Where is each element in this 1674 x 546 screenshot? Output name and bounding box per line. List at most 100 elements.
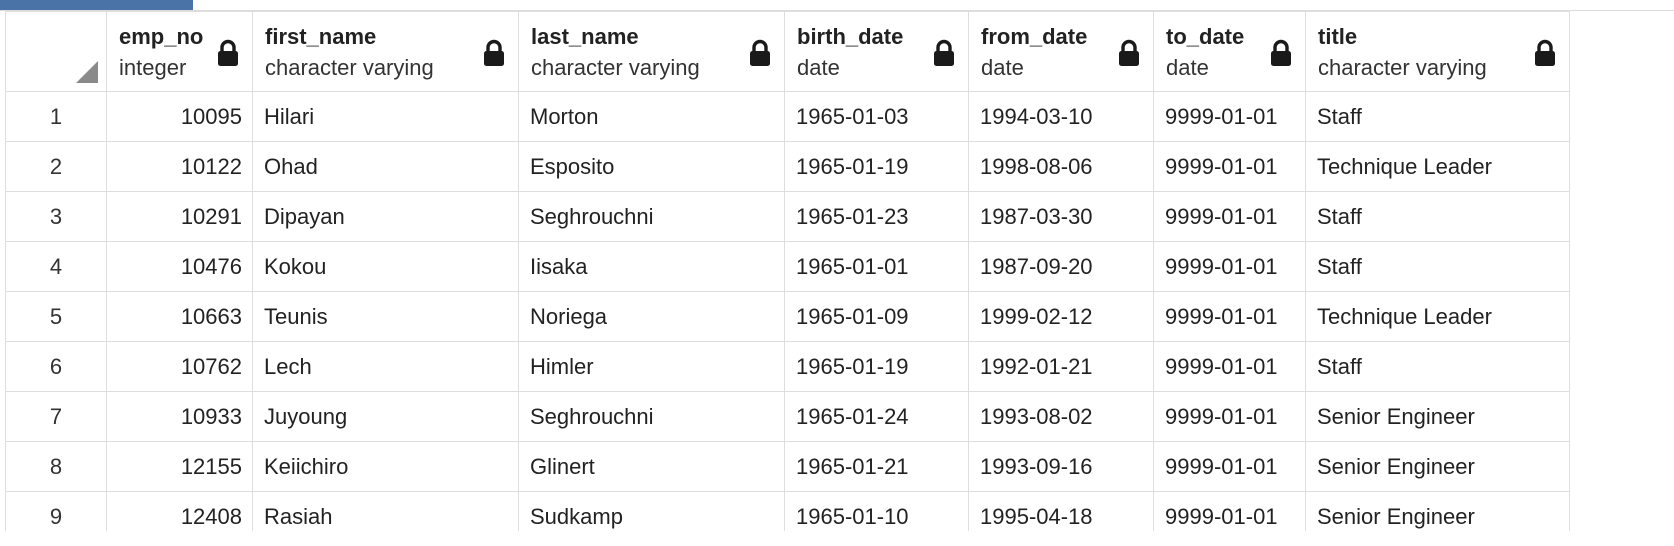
cell-from-date[interactable]: 1999-02-12 [968, 291, 1154, 342]
cell-emp-no[interactable]: 10095 [106, 91, 253, 142]
table-row[interactable]: 1 10095 Hilari Morton 1965-01-03 1994-03-10 99… [5, 91, 1570, 142]
tab-bar-divider [0, 10, 1674, 11]
cell-to-date[interactable]: 9999-01-01 [1153, 141, 1306, 192]
cell-to-date[interactable]: 9999-01-01 [1153, 191, 1306, 242]
cell-birth-date[interactable]: 1965-01-24 [784, 391, 969, 442]
cell-from-date[interactable]: 1993-08-02 [968, 391, 1154, 442]
cell-emp-no[interactable]: 10291 [106, 191, 253, 242]
row-number[interactable]: 8 [5, 441, 107, 492]
cell-first-name[interactable]: Ohad [252, 141, 519, 192]
cell-to-date[interactable]: 9999-01-01 [1153, 491, 1306, 531]
table-row[interactable]: 9 12408 Rasiah Sudkamp 1965-01-10 1995-04-18 9… [5, 491, 1570, 531]
cell-birth-date[interactable]: 1965-01-03 [784, 91, 969, 142]
cell-first-name[interactable]: Juyoung [252, 391, 519, 442]
cell-from-date[interactable]: 1987-03-30 [968, 191, 1154, 242]
cell-emp-no[interactable]: 12155 [106, 441, 253, 492]
select-all-corner-icon [76, 61, 98, 83]
cell-birth-date[interactable]: 1965-01-01 [784, 241, 969, 292]
column-header-to-date[interactable]: to_date date [1153, 11, 1306, 92]
cell-to-date[interactable]: 9999-01-01 [1153, 241, 1306, 292]
table-row[interactable]: 5 10663 Teunis Noriega 1965-01-09 1999-02-12 9… [5, 291, 1570, 342]
cell-title[interactable]: Senior Engineer [1305, 441, 1570, 492]
lock-icon [750, 39, 770, 66]
row-number[interactable]: 6 [5, 341, 107, 392]
table-row[interactable]: 4 10476 Kokou Iisaka 1965-01-01 1987-09-20 999… [5, 241, 1570, 292]
cell-title[interactable]: Technique Leader [1305, 291, 1570, 342]
column-name: title [1318, 24, 1358, 49]
cell-title[interactable]: Technique Leader [1305, 141, 1570, 192]
cell-emp-no[interactable]: 10122 [106, 141, 253, 192]
column-header-birth-date[interactable]: birth_date date [784, 11, 969, 92]
row-number[interactable]: 7 [5, 391, 107, 442]
cell-first-name[interactable]: Dipayan [252, 191, 519, 242]
cell-birth-date[interactable]: 1965-01-23 [784, 191, 969, 242]
cell-title[interactable]: Senior Engineer [1305, 491, 1570, 531]
cell-from-date[interactable]: 1998-08-06 [968, 141, 1154, 192]
cell-last-name[interactable]: Morton [518, 91, 785, 142]
cell-birth-date[interactable]: 1965-01-19 [784, 141, 969, 192]
table-row[interactable]: 2 10122 Ohad Esposito 1965-01-19 1998-08-06 99… [5, 141, 1570, 192]
cell-first-name[interactable]: Hilari [252, 91, 519, 142]
cell-last-name[interactable]: Noriega [518, 291, 785, 342]
row-number[interactable]: 5 [5, 291, 107, 342]
cell-first-name[interactable]: Keiichiro [252, 441, 519, 492]
grid-bottom-margin [0, 531, 1674, 546]
cell-first-name[interactable]: Rasiah [252, 491, 519, 531]
cell-emp-no[interactable]: 10476 [106, 241, 253, 292]
cell-title[interactable]: Senior Engineer [1305, 391, 1570, 442]
cell-to-date[interactable]: 9999-01-01 [1153, 91, 1306, 142]
row-number[interactable]: 4 [5, 241, 107, 292]
cell-title[interactable]: Staff [1305, 191, 1570, 242]
column-header-last-name[interactable]: last_name character varying [518, 11, 785, 92]
cell-to-date[interactable]: 9999-01-01 [1153, 291, 1306, 342]
row-number[interactable]: 9 [5, 491, 107, 531]
cell-to-date[interactable]: 9999-01-01 [1153, 391, 1306, 442]
cell-to-date[interactable]: 9999-01-01 [1153, 441, 1306, 492]
table-row[interactable]: 7 10933 Juyoung Seghrouchni 1965-01-24 1993-0… [5, 391, 1570, 442]
cell-to-date[interactable]: 9999-01-01 [1153, 341, 1306, 392]
cell-from-date[interactable]: 1995-04-18 [968, 491, 1154, 531]
active-tab-indicator [0, 0, 193, 10]
cell-emp-no[interactable]: 10762 [106, 341, 253, 392]
cell-emp-no[interactable]: 10663 [106, 291, 253, 342]
result-table: emp_no integer first_name character varying… [5, 11, 1570, 531]
cell-birth-date[interactable]: 1965-01-10 [784, 491, 969, 531]
cell-from-date[interactable]: 1994-03-10 [968, 91, 1154, 142]
cell-from-date[interactable]: 1993-09-16 [968, 441, 1154, 492]
cell-first-name[interactable]: Lech [252, 341, 519, 392]
cell-from-date[interactable]: 1987-09-20 [968, 241, 1154, 292]
cell-birth-date[interactable]: 1965-01-21 [784, 441, 969, 492]
row-number[interactable]: 1 [5, 91, 107, 142]
cell-last-name[interactable]: Seghrouchni [518, 391, 785, 442]
cell-birth-date[interactable]: 1965-01-19 [784, 341, 969, 392]
cell-last-name[interactable]: Sudkamp [518, 491, 785, 531]
cell-emp-no[interactable]: 12408 [106, 491, 253, 531]
table-row[interactable]: 3 10291 Dipayan Seghrouchni 1965-01-23 1987-0… [5, 191, 1570, 242]
cell-last-name[interactable]: Seghrouchni [518, 191, 785, 242]
cell-last-name[interactable]: Esposito [518, 141, 785, 192]
column-type: character varying [265, 55, 434, 80]
cell-first-name[interactable]: Kokou [252, 241, 519, 292]
cell-title[interactable]: Staff [1305, 91, 1570, 142]
cell-last-name[interactable]: Iisaka [518, 241, 785, 292]
column-header-from-date[interactable]: from_date date [968, 11, 1154, 92]
row-number[interactable]: 3 [5, 191, 107, 242]
column-header-emp-no[interactable]: emp_no integer [106, 11, 253, 92]
lock-icon [934, 39, 954, 66]
cell-last-name[interactable]: Himler [518, 341, 785, 392]
lock-icon [1535, 39, 1555, 66]
cell-title[interactable]: Staff [1305, 241, 1570, 292]
table-row[interactable]: 8 12155 Keiichiro Glinert 1965-01-21 1993-09-… [5, 441, 1570, 492]
cell-birth-date[interactable]: 1965-01-09 [784, 291, 969, 342]
cell-title[interactable]: Staff [1305, 341, 1570, 392]
cell-emp-no[interactable]: 10933 [106, 391, 253, 442]
table-row[interactable]: 6 10762 Lech Himler 1965-01-19 1992-01-21 9999… [5, 341, 1570, 392]
select-all-corner[interactable] [5, 11, 107, 92]
cell-last-name[interactable]: Glinert [518, 441, 785, 492]
cell-first-name[interactable]: Teunis [252, 291, 519, 342]
column-header-title[interactable]: title character varying [1305, 11, 1570, 92]
column-header-first-name[interactable]: first_name character varying [252, 11, 519, 92]
row-number[interactable]: 2 [5, 141, 107, 192]
column-type: integer [119, 55, 187, 80]
cell-from-date[interactable]: 1992-01-21 [968, 341, 1154, 392]
